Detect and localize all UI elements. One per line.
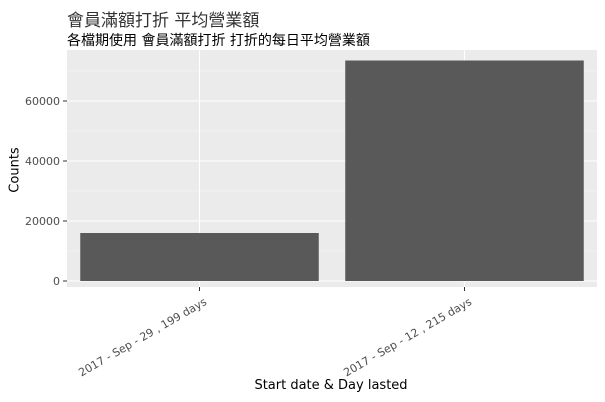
y-axis-label: Counts <box>7 147 23 193</box>
x-tick-label: 2017 - Sep - 29 , 199 days <box>76 295 209 379</box>
bar <box>345 60 584 281</box>
chart-subtitle: 各檔期使用 會員滿額打折 打折的每日平均營業額 <box>67 33 370 49</box>
bars <box>80 60 584 281</box>
chart-title: 會員滿額打折 平均營業額 <box>67 11 260 31</box>
x-tick-label: 2017 - Sep - 12 , 215 days <box>341 295 474 379</box>
y-tick-label: 20000 <box>25 215 60 228</box>
x-axis-label: Start date & Day lasted <box>254 378 408 393</box>
y-tick-label: 60000 <box>25 95 60 108</box>
y-axis: 0 20000 40000 60000 <box>25 95 67 288</box>
bar <box>80 233 319 281</box>
y-tick-label: 0 <box>53 275 60 288</box>
x-axis: 2017 - Sep - 29 , 199 days 2017 - Sep - 1… <box>76 287 474 379</box>
y-tick-label: 40000 <box>25 155 60 168</box>
